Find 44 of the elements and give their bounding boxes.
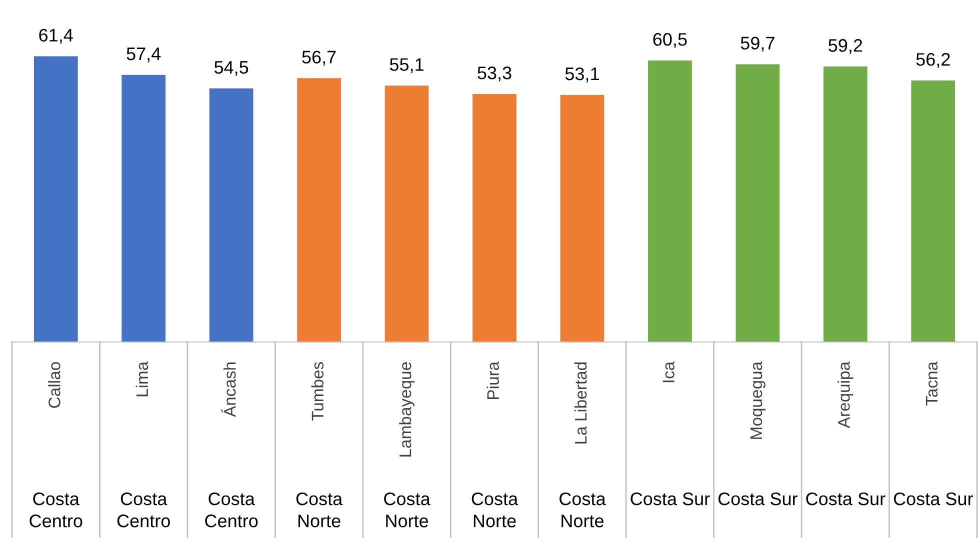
x-tick-label: Ica (662, 361, 674, 382)
text: Costa Norte (296, 492, 343, 528)
x-tick-label: Arequipa (838, 361, 854, 428)
data-label: 53,1 (565, 67, 599, 82)
text: Costa Centro (30, 492, 82, 528)
x-tick-label: Moquegua (750, 361, 766, 439)
text: Costa Sur (630, 492, 710, 506)
bar (911, 80, 956, 342)
data-label: 53,3 (478, 66, 512, 82)
text: Costa Sur (718, 492, 798, 506)
text: Costa Norte (384, 492, 430, 528)
text: Costa Centro (205, 492, 258, 528)
x-tick-label: Callao (48, 362, 60, 408)
bar (823, 66, 868, 342)
x-tick-label: Lambayeque (399, 362, 415, 456)
data-label: 56,2 (916, 53, 950, 68)
x-tick-label: Áncash (221, 362, 236, 417)
text: Costa Sur (894, 492, 973, 506)
x-tick-label: La Libertad (574, 362, 587, 444)
data-label: 60,5 (653, 33, 687, 48)
bar (209, 88, 254, 342)
bar (736, 64, 780, 342)
data-label: 55,1 (390, 58, 424, 74)
bar (122, 74, 166, 342)
data-label: 56,7 (302, 50, 336, 66)
text: Costa Norte (560, 492, 606, 528)
data-label: 57,4 (126, 48, 161, 62)
bar (384, 86, 429, 342)
bar (34, 56, 78, 342)
bar (560, 94, 604, 342)
bar (648, 60, 692, 342)
data-label: 54,5 (214, 61, 248, 76)
bar (297, 78, 341, 342)
x-tick-label: Tacna (926, 361, 938, 406)
data-label: 61,4 (39, 28, 73, 44)
data-label: 59,2 (828, 39, 862, 54)
x-tick-label: Piura (486, 361, 499, 399)
data-label: 59,7 (740, 36, 774, 52)
text: Costa Sur (806, 492, 886, 506)
x-tick-label: Lima (136, 361, 148, 396)
bar (472, 94, 516, 342)
x-tick-label: Tumbes (311, 362, 324, 421)
text: Costa Centro (117, 492, 170, 528)
text: Costa Norte (472, 492, 518, 528)
